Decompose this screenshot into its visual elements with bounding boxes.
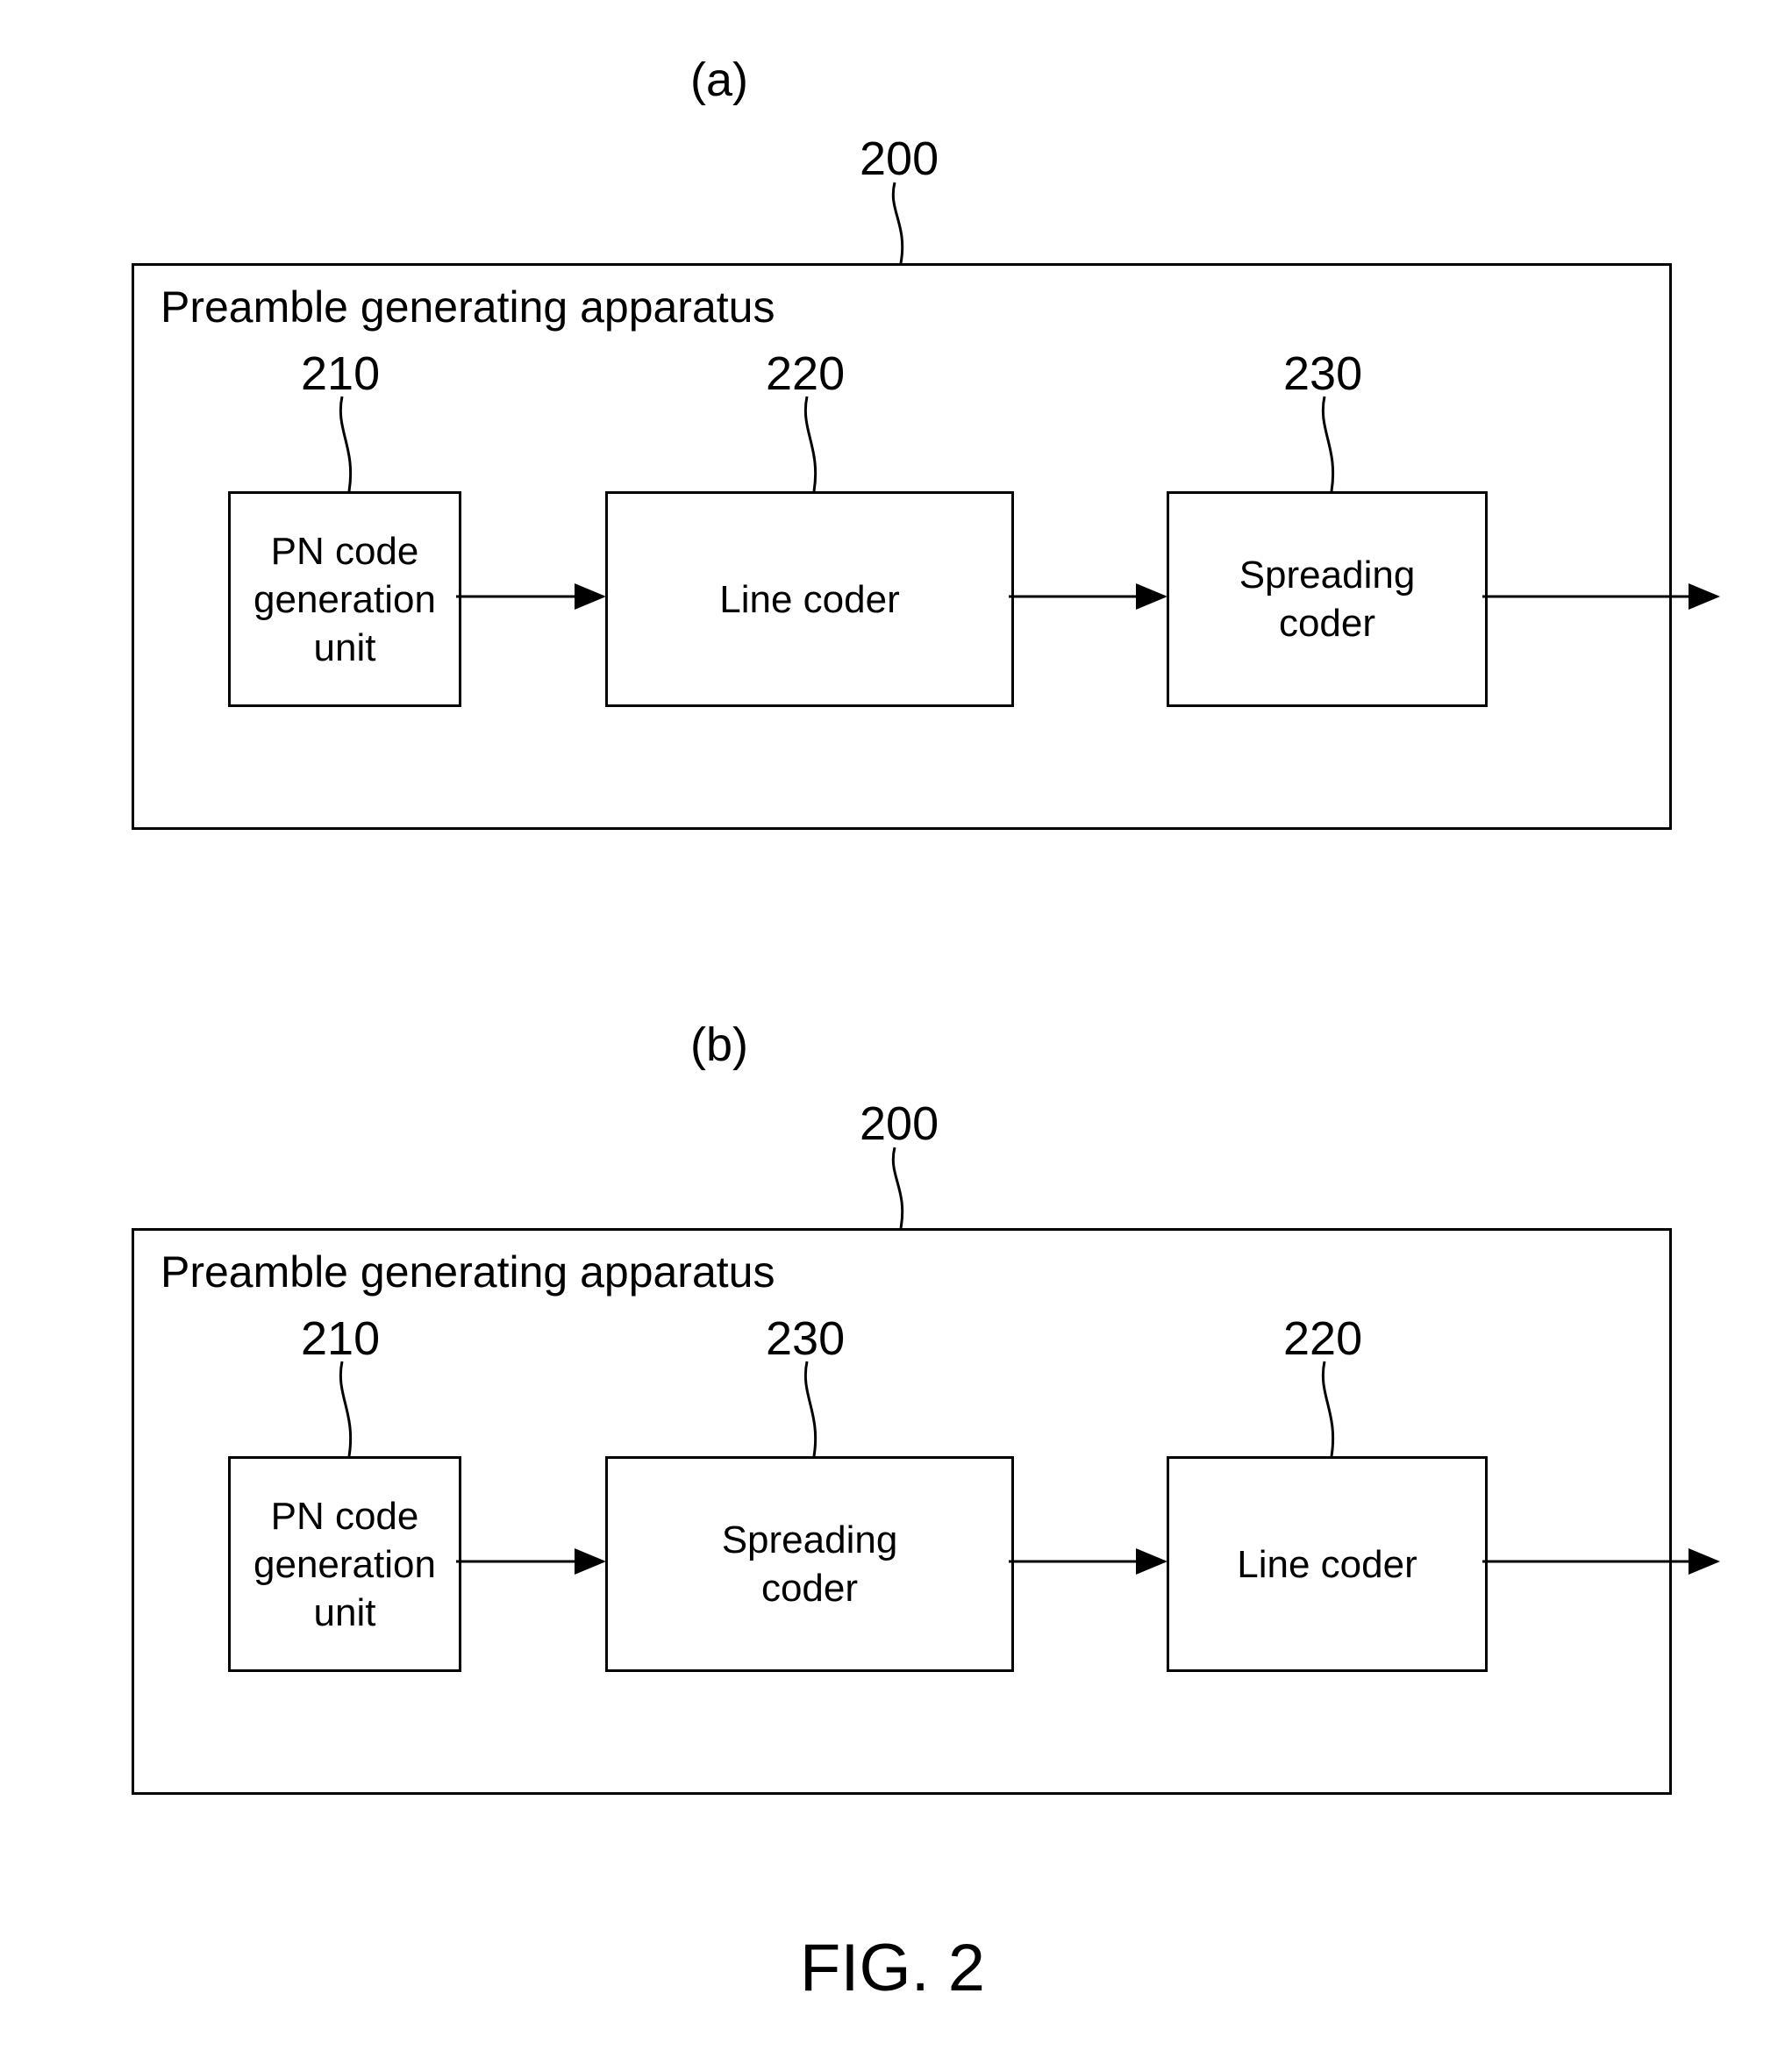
subfigure-label-b: (b) bbox=[675, 1018, 763, 1072]
ref-220-b: 220 bbox=[1283, 1311, 1362, 1366]
ref-230-b: 230 bbox=[766, 1311, 845, 1366]
ref-210-a: 210 bbox=[301, 347, 380, 401]
block-pn-code-b: PN code generation unit bbox=[228, 1456, 461, 1672]
ref-230-a: 230 bbox=[1283, 347, 1362, 401]
block-line-coder-b: Line coder bbox=[1167, 1456, 1488, 1672]
subfigure-label-a: (a) bbox=[675, 53, 763, 107]
block-line-coder-a: Line coder bbox=[605, 491, 1014, 707]
ref-200-b: 200 bbox=[860, 1097, 939, 1151]
container-title-b: Preamble generating apparatus bbox=[161, 1247, 775, 1297]
block-spreading-coder-b: Spreading coder bbox=[605, 1456, 1014, 1672]
figure-page: (a) 200 Preamble generating apparatus 21… bbox=[0, 0, 1785, 2072]
ref-210-b: 210 bbox=[301, 1311, 380, 1366]
block-spreading-coder-a: Spreading coder bbox=[1167, 491, 1488, 707]
block-pn-code-a: PN code generation unit bbox=[228, 491, 461, 707]
figure-caption: FIG. 2 bbox=[0, 1930, 1785, 2006]
lead-line-200-a bbox=[893, 182, 902, 263]
ref-220-a: 220 bbox=[766, 347, 845, 401]
container-title-a: Preamble generating apparatus bbox=[161, 282, 775, 332]
ref-200-a: 200 bbox=[860, 132, 939, 186]
lead-line-200-b bbox=[893, 1147, 902, 1228]
